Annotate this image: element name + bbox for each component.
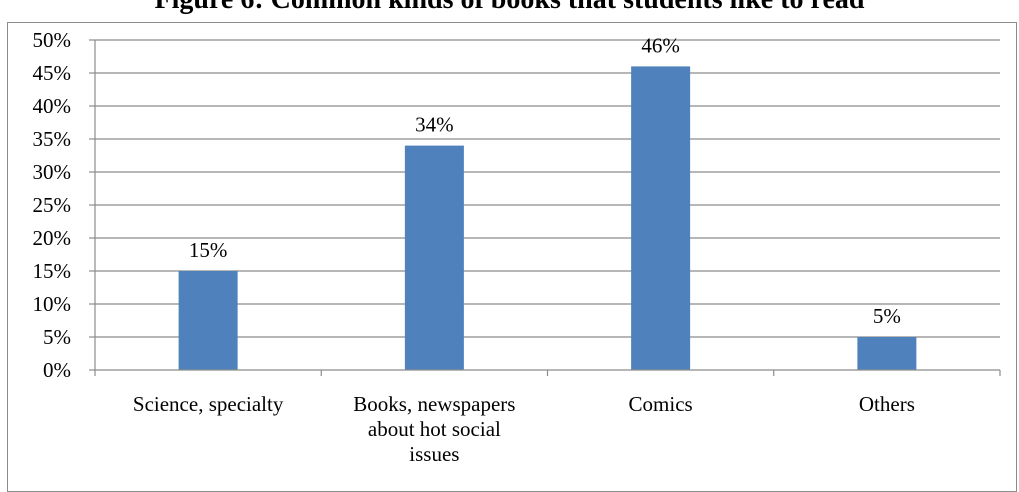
y-tick-label: 30% bbox=[33, 160, 72, 184]
data-label: 5% bbox=[873, 304, 901, 328]
y-tick-label: 20% bbox=[33, 226, 72, 250]
category-label: issues bbox=[409, 442, 459, 466]
category-label: Science, specialty bbox=[133, 392, 284, 416]
gridlines bbox=[95, 39, 1000, 338]
y-tick-label: 25% bbox=[33, 193, 72, 217]
y-tick-label: 45% bbox=[33, 61, 72, 85]
y-tick-label: 5% bbox=[43, 325, 71, 349]
chart-frame bbox=[7, 22, 1017, 492]
category-label: Books, newspapers bbox=[353, 392, 515, 416]
data-label: 15% bbox=[189, 238, 228, 262]
bar bbox=[404, 145, 464, 370]
y-tick-label: 0% bbox=[43, 358, 71, 382]
bar bbox=[857, 337, 917, 370]
chart-title: Figure 6: Common kinds of books that stu… bbox=[0, 0, 1019, 16]
category-label: Comics bbox=[629, 392, 693, 416]
data-label: 34% bbox=[415, 113, 454, 137]
category-label: about hot social bbox=[368, 417, 501, 441]
bar bbox=[178, 271, 238, 370]
y-tick-label: 50% bbox=[33, 28, 72, 52]
category-label: Others bbox=[859, 392, 915, 416]
axes bbox=[89, 39, 1001, 376]
bars bbox=[178, 66, 917, 371]
y-tick-label: 15% bbox=[33, 259, 72, 283]
data-label: 46% bbox=[641, 33, 680, 57]
y-tick-label: 10% bbox=[33, 292, 72, 316]
y-tick-label: 40% bbox=[33, 94, 72, 118]
bar bbox=[631, 66, 691, 371]
y-tick-label: 35% bbox=[33, 127, 72, 151]
labels: 0% 5% 10% 15% 20% 25% 30% 35% 40% 45% 50% 15% Scienc… bbox=[33, 28, 915, 466]
